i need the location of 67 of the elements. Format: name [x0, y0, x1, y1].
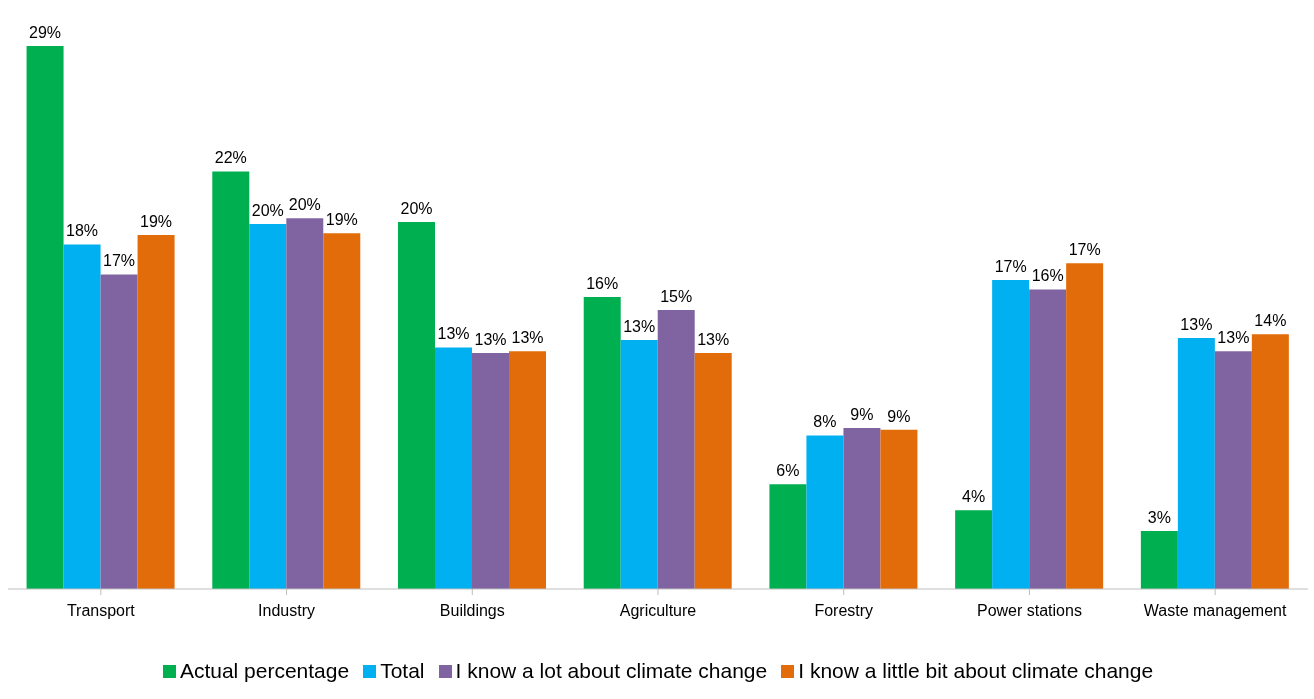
- data-label: 4%: [962, 488, 986, 506]
- x-tick-label: Waste management: [1143, 602, 1287, 620]
- data-label: 9%: [887, 407, 911, 425]
- bar: [583, 296, 621, 589]
- data-label: 6%: [776, 462, 800, 480]
- data-label: 20%: [400, 200, 433, 218]
- legend-label: Actual percentage: [178, 659, 350, 683]
- bar: [1177, 338, 1215, 589]
- bar: [769, 484, 807, 589]
- data-label: 20%: [251, 201, 284, 219]
- bar: [323, 233, 361, 589]
- bar: [137, 235, 175, 589]
- bar: [955, 510, 993, 589]
- bar: [843, 427, 881, 589]
- legend-label: Total: [379, 659, 425, 683]
- bar: [100, 274, 138, 589]
- legend-label: I know a little bit about climate change: [797, 659, 1154, 683]
- bar: [26, 46, 64, 589]
- bar: [472, 353, 509, 589]
- bar: [212, 171, 250, 589]
- data-label: 19%: [325, 211, 358, 229]
- bar: [620, 339, 658, 589]
- bar: [694, 353, 732, 589]
- data-label: 14%: [1254, 312, 1287, 330]
- data-label: 13%: [1180, 316, 1213, 334]
- data-label: 17%: [103, 252, 136, 270]
- bar: [435, 347, 472, 589]
- data-label: 16%: [586, 274, 619, 292]
- data-label: 17%: [1068, 241, 1101, 259]
- data-label: 13%: [697, 331, 730, 349]
- bar: [249, 223, 287, 589]
- bar: [1029, 289, 1067, 589]
- data-label: 22%: [214, 149, 247, 167]
- data-label: 17%: [994, 258, 1027, 276]
- data-label: 15%: [660, 288, 693, 306]
- x-tick-label: Industry: [258, 602, 316, 620]
- data-label: 13%: [511, 329, 544, 347]
- x-tick-label: Power stations: [976, 602, 1082, 620]
- x-tick-label: Agriculture: [619, 602, 697, 620]
- data-label: 29%: [29, 24, 62, 41]
- data-label: 19%: [140, 213, 173, 231]
- x-tick-label: Forestry: [814, 602, 874, 620]
- bar: [992, 280, 1030, 589]
- bar: [398, 222, 435, 589]
- data-label: 13%: [1217, 329, 1250, 347]
- data-label: 20%: [288, 196, 321, 214]
- bar: [509, 351, 546, 589]
- bar: [1140, 530, 1178, 589]
- bar: [880, 429, 918, 589]
- data-label: 9%: [850, 405, 874, 423]
- bar: [806, 435, 844, 589]
- data-label: 13%: [623, 317, 656, 335]
- bar: [1214, 351, 1252, 589]
- bar: [286, 218, 324, 589]
- legend-label: I know a lot about climate change: [454, 659, 768, 683]
- data-label: 13%: [474, 331, 507, 349]
- x-tick-label: Buildings: [439, 602, 505, 620]
- data-label: 18%: [66, 222, 99, 240]
- data-label: 16%: [1031, 267, 1064, 285]
- data-label: 8%: [813, 413, 837, 431]
- bar: [63, 244, 101, 589]
- data-label: 13%: [437, 325, 470, 343]
- bar: [657, 310, 695, 589]
- bar: [1066, 263, 1104, 589]
- data-label: 3%: [1147, 508, 1171, 526]
- bar: [1251, 334, 1289, 589]
- x-tick-label: Transport: [66, 602, 136, 620]
